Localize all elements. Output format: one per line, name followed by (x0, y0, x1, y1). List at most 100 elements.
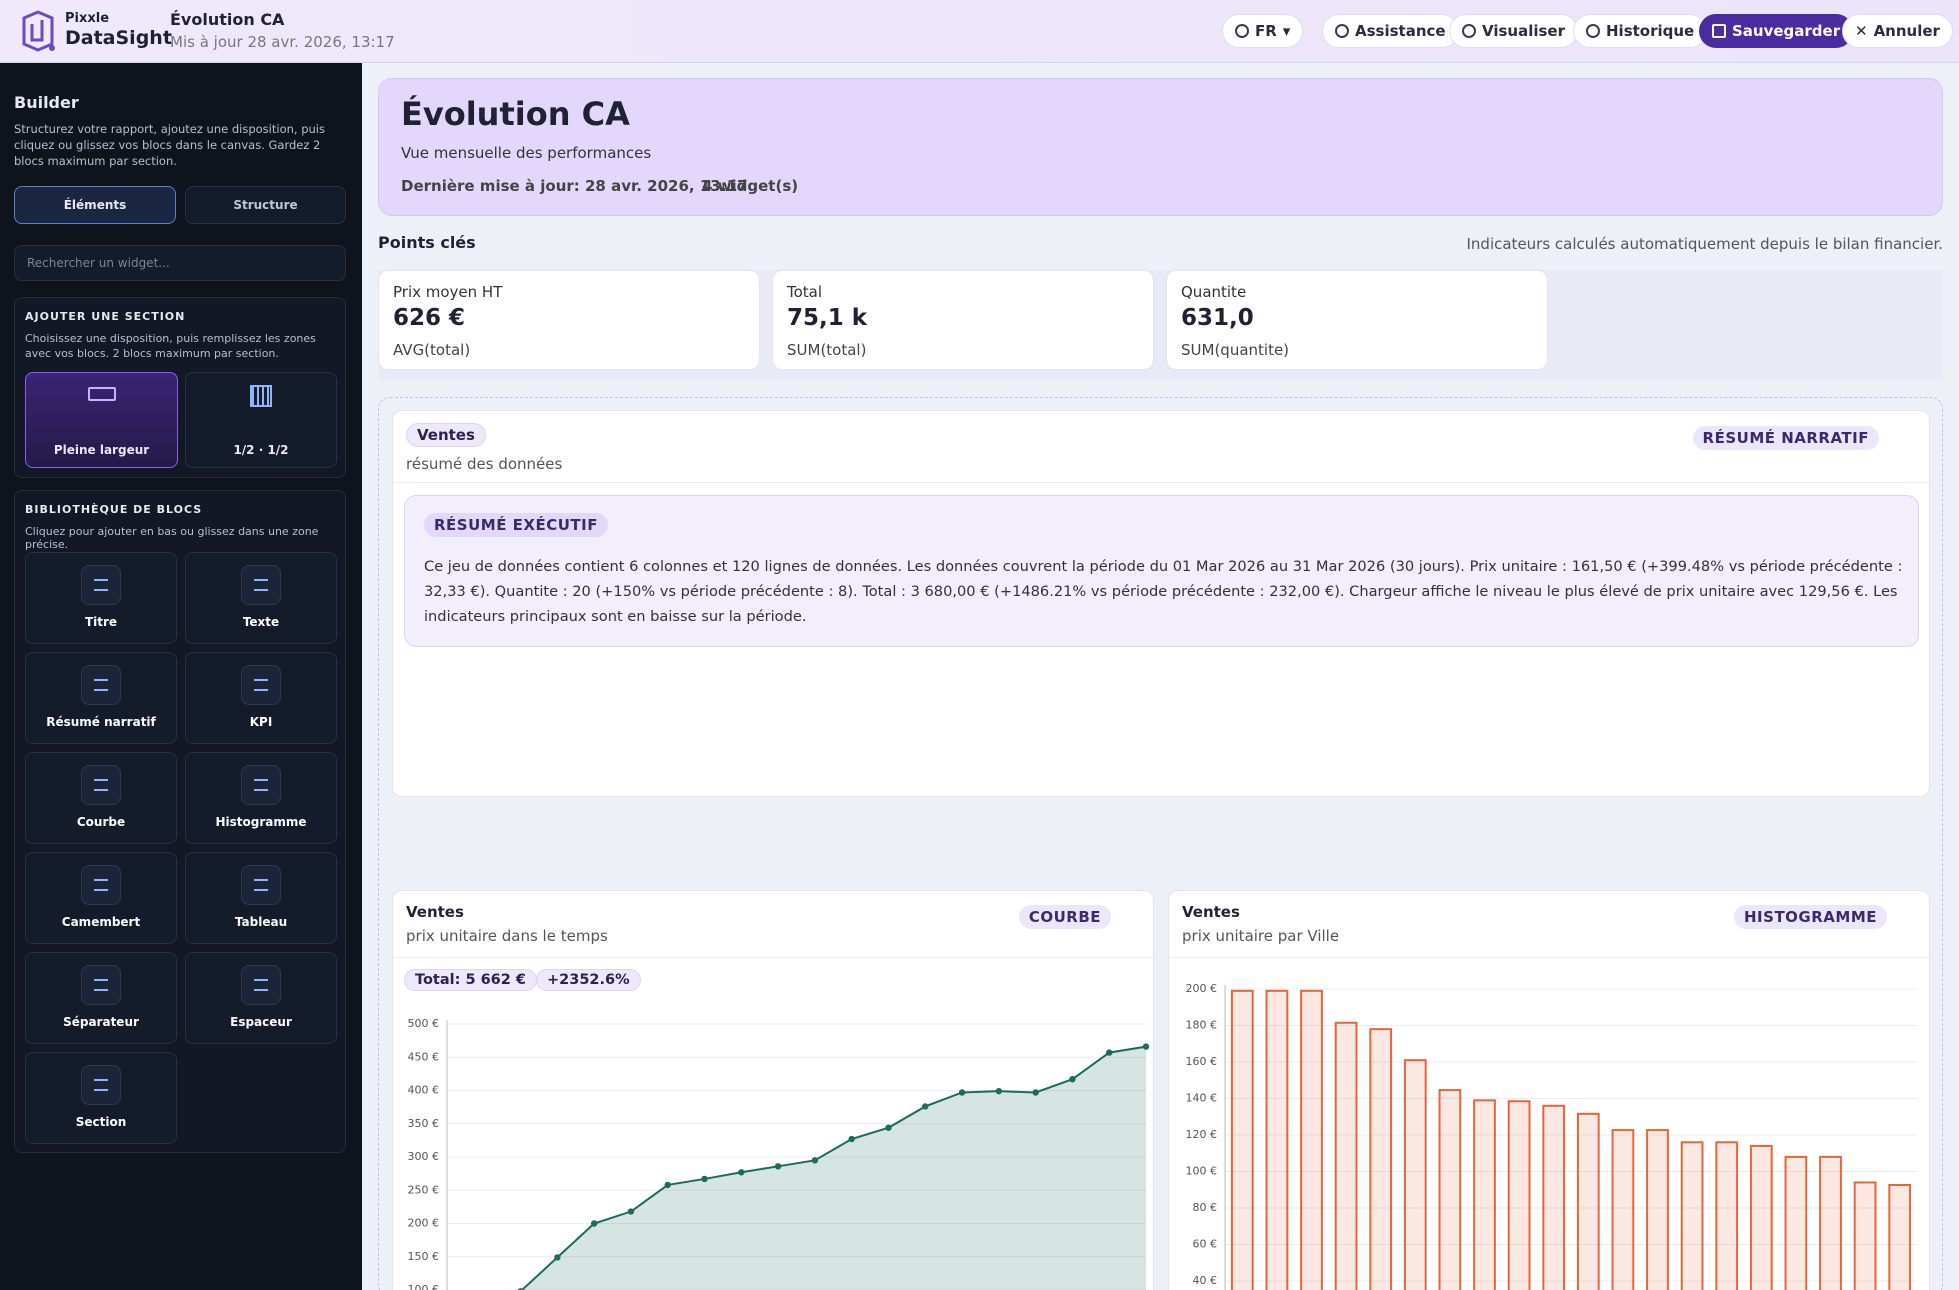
block-tile[interactable]: Section (25, 1052, 177, 1144)
tab-elements[interactable]: Éléments (14, 186, 176, 224)
label: Historique (1606, 22, 1695, 40)
block-tile[interactable]: Texte (185, 552, 337, 644)
sidebar-description: Structurez votre rapport, ajoutez une di… (14, 122, 325, 168)
block-icon (241, 965, 281, 1005)
point (774, 1163, 782, 1170)
widget-type-badge: HISTOGRAMME (1734, 905, 1887, 929)
bar (1715, 1141, 1739, 1290)
block-tile[interactable]: Titre (25, 552, 177, 644)
report-header: Évolution CA Vue mensuelle des performan… (378, 78, 1943, 216)
block-tile[interactable]: Résumé narratif (25, 652, 177, 744)
bar-widget: Ventes prix unitaire par Ville HISTOGRAMME… (1168, 890, 1930, 1290)
divider (1169, 957, 1929, 958)
widget-title: Ventes (406, 903, 464, 921)
block-label: Section (75, 1115, 127, 1129)
section-note: Indicateurs calculés automatiquement dep… (1466, 235, 1944, 253)
kpi-formula: AVG(total) (393, 341, 471, 359)
label: Sauvegarder (1732, 22, 1841, 40)
glyph (254, 579, 268, 591)
block-label: Séparateur (63, 1015, 139, 1029)
save-button[interactable]: Sauvegarder (1699, 14, 1854, 48)
point (1106, 1049, 1113, 1056)
point (922, 1103, 929, 1110)
layout-half[interactable]: 1/2 · 1/2 (185, 372, 337, 468)
glyph (94, 979, 108, 991)
point (701, 1175, 708, 1183)
section-dropzone: Ventes résumé des données RÉSUMÉ NARRATI… (378, 397, 1943, 1290)
point (811, 1157, 819, 1164)
cancel-button[interactable]: ✕ Annuler (1842, 14, 1953, 48)
y-tick-label: 300 € (408, 1150, 440, 1163)
y-tick-label: 100 € (1186, 1165, 1218, 1178)
brand: Pixxle (65, 11, 110, 26)
bar (1230, 989, 1254, 1290)
y-tick-label: 120 € (1186, 1128, 1218, 1141)
y-tick-label: 400 € (408, 1084, 440, 1097)
report-title: Évolution CA (401, 95, 630, 133)
point (1069, 1075, 1076, 1083)
block-library: BIBLIOTHÈQUE DE BLOCS Cliquez pour ajout… (14, 490, 346, 1153)
bar (1369, 1028, 1393, 1290)
executive-summary: RÉSUMÉ EXÉCUTIF Ce jeu de données contie… (404, 495, 1919, 647)
bar (1473, 1099, 1496, 1290)
block-tile[interactable]: KPI (185, 652, 337, 744)
block-icon (81, 865, 121, 905)
y-tick-label: 60 € (1193, 1238, 1218, 1251)
block-label: Résumé narratif (46, 715, 156, 729)
widget-subtitle: prix unitaire dans le temps (406, 927, 608, 945)
line-widget: Ventes prix unitaire dans le temps COURBE T… (392, 890, 1154, 1290)
bar (1888, 1184, 1912, 1290)
glyph (94, 1079, 108, 1091)
bar (1334, 1021, 1358, 1290)
block-icon (81, 665, 121, 705)
point (995, 1087, 1003, 1095)
panel-description: Cliquez pour ajouter en bas ou glissez d… (25, 525, 319, 551)
y-tick-label: 80 € (1193, 1201, 1218, 1214)
block-tile[interactable]: Séparateur (25, 952, 177, 1044)
panel-description: Choisissez une disposition, puis remplis… (25, 332, 316, 360)
glyph (94, 879, 108, 891)
widget-subtitle: résumé des données (406, 455, 563, 473)
glyph (254, 879, 268, 891)
bar (1438, 1089, 1462, 1290)
block-tile[interactable]: Tableau (185, 852, 337, 944)
glyph (254, 779, 268, 791)
kpi-formula: SUM(total) (787, 341, 867, 359)
add-section-panel: AJOUTER UNE SECTION Choisissez une dispo… (14, 297, 346, 478)
layout-full[interactable]: Pleine largeur (25, 372, 178, 468)
assistance-button[interactable]: Assistance (1322, 14, 1459, 48)
bar (1300, 989, 1323, 1290)
point (958, 1089, 966, 1096)
label: FR (1255, 22, 1277, 40)
label: Annuler (1873, 22, 1940, 40)
history-button[interactable]: Historique (1573, 14, 1708, 48)
tab-structure[interactable]: Structure (185, 186, 346, 224)
glyph (94, 779, 108, 791)
y-tick-label: 150 € (408, 1250, 440, 1263)
block-label: Camembert (61, 915, 141, 929)
block-tile[interactable]: Espaceur (185, 952, 337, 1044)
search-input[interactable]: Rechercher un widget... (14, 245, 346, 281)
sidebar: Builder Structurez votre rapport, ajoute… (0, 63, 362, 1290)
y-tick-label: 450 € (408, 1050, 440, 1063)
block-icon (81, 565, 121, 605)
block-label: Histogramme (215, 815, 307, 829)
y-tick-label: 140 € (1186, 1092, 1218, 1105)
point (664, 1181, 671, 1189)
preview-button[interactable]: Visualiser (1449, 14, 1578, 48)
bar (1749, 1144, 1773, 1290)
panel-heading: AJOUTER UNE SECTION (25, 310, 186, 323)
bar (1611, 1129, 1635, 1290)
block-tile[interactable]: Camembert (25, 852, 177, 944)
block-tile[interactable]: Courbe (25, 752, 177, 844)
point (554, 1254, 561, 1261)
bar (1784, 1155, 1808, 1290)
block-label: Texte (242, 615, 280, 629)
glyph (254, 679, 268, 691)
bar (1542, 1104, 1566, 1290)
language-button[interactable]: FR ▾ (1222, 14, 1304, 48)
kpi-label: Total (787, 283, 823, 301)
block-tile[interactable]: Histogramme (185, 752, 337, 844)
y-tick-label: 100 € (408, 1283, 440, 1290)
kpi-value: 75,1 k (787, 305, 868, 331)
